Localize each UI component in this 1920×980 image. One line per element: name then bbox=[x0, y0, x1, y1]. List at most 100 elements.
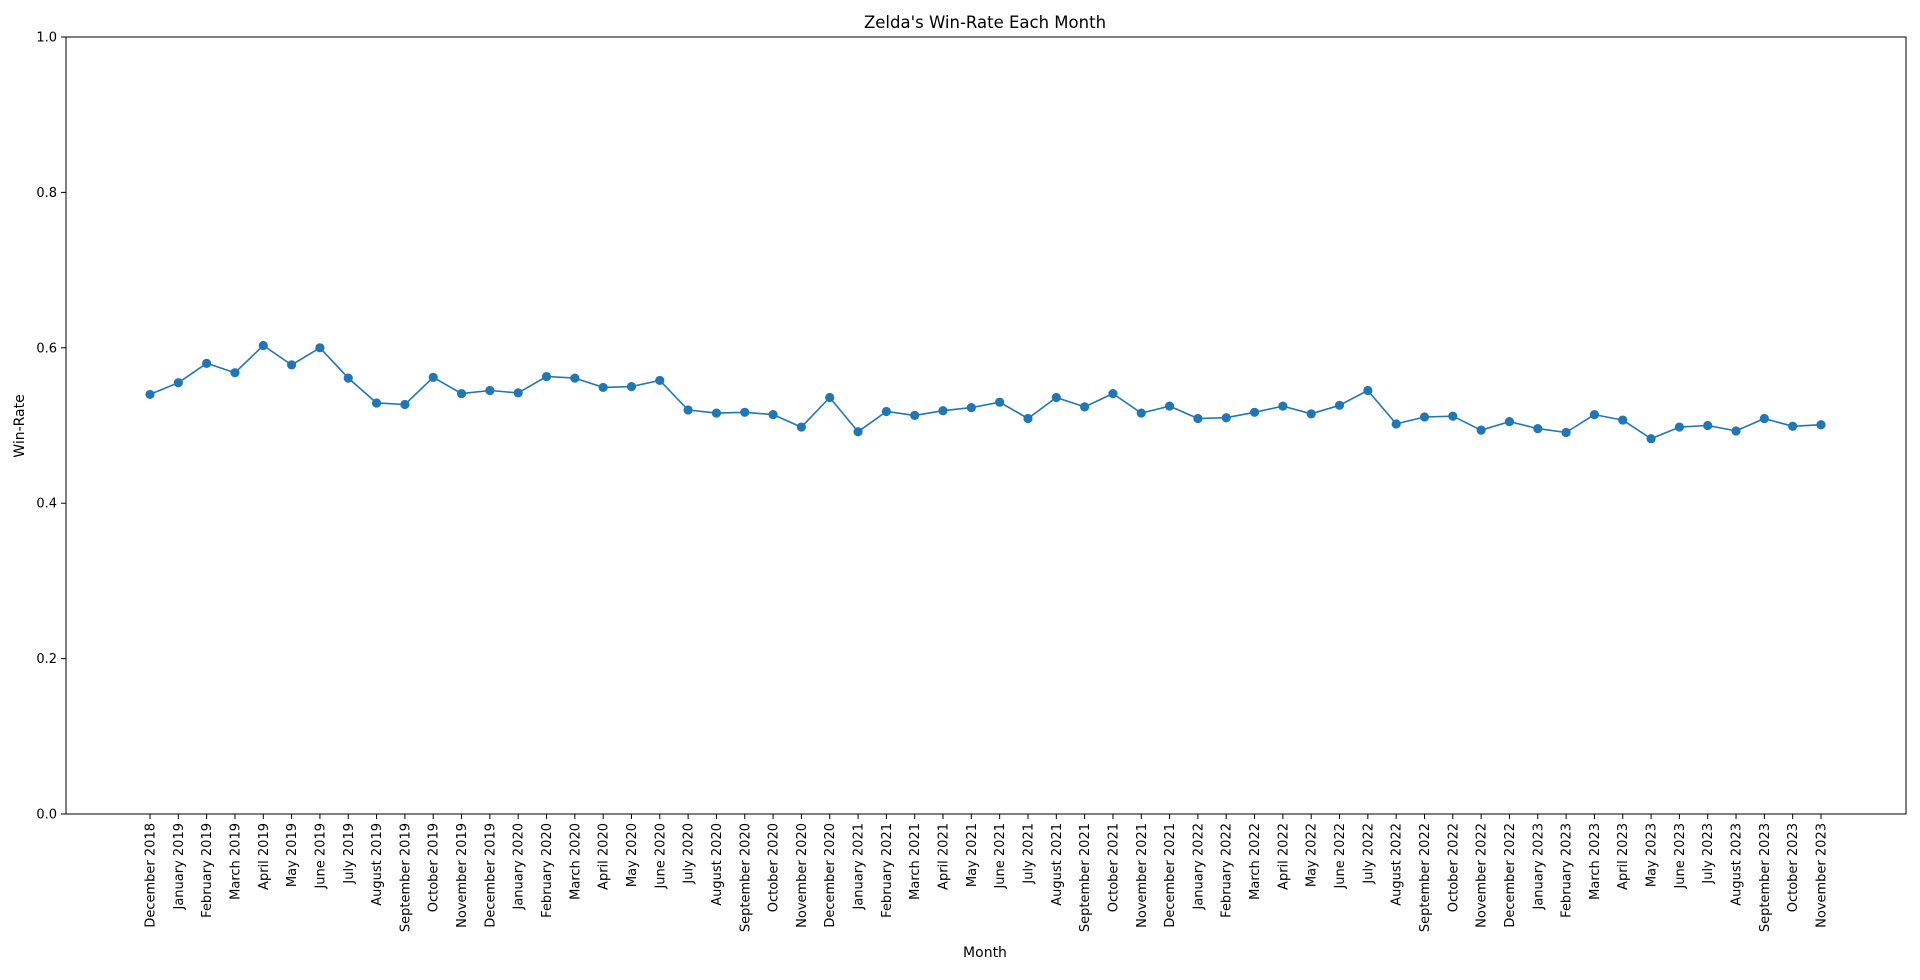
x-tick-label: December 2020 bbox=[823, 823, 838, 928]
data-point bbox=[853, 427, 863, 437]
x-tick-label: February 2022 bbox=[1220, 823, 1235, 918]
x-tick-label: July 2020 bbox=[682, 823, 697, 885]
data-point bbox=[287, 360, 297, 370]
x-tick-label: February 2023 bbox=[1560, 823, 1575, 918]
x-tick-label: February 2019 bbox=[200, 823, 215, 918]
x-tick-label: August 2020 bbox=[710, 823, 725, 906]
data-point bbox=[570, 373, 580, 383]
x-tick-label: October 2022 bbox=[1446, 823, 1461, 912]
x-tick-label: January 2020 bbox=[512, 823, 527, 911]
x-tick-label: May 2019 bbox=[285, 823, 300, 887]
x-tick-label: April 2020 bbox=[597, 823, 612, 890]
x-tick-label: December 2022 bbox=[1503, 823, 1518, 928]
data-point bbox=[655, 375, 665, 386]
data-point bbox=[1674, 422, 1684, 432]
x-tick-label: March 2023 bbox=[1588, 823, 1603, 900]
data-point bbox=[995, 397, 1005, 407]
data-point bbox=[1051, 392, 1061, 403]
x-tick-label: April 2021 bbox=[937, 823, 952, 890]
x-tick-label: July 2023 bbox=[1701, 823, 1716, 885]
x-tick-label: August 2022 bbox=[1390, 823, 1405, 906]
x-tick-label: October 2021 bbox=[1106, 823, 1121, 912]
data-point bbox=[1164, 401, 1175, 411]
data-point bbox=[1278, 401, 1288, 411]
x-tick-label: January 2022 bbox=[1191, 823, 1206, 911]
chart-labels: Zelda's Win-Rate Each Month Month Win-Ra… bbox=[12, 13, 1106, 961]
data-point bbox=[1816, 420, 1826, 430]
x-tick-label: October 2023 bbox=[1786, 823, 1801, 912]
x-tick-label: May 2020 bbox=[625, 823, 640, 887]
x-tick-label: April 2023 bbox=[1616, 823, 1631, 890]
x-tick-label: November 2019 bbox=[455, 823, 470, 928]
x-tick-label: May 2021 bbox=[965, 823, 980, 887]
data-point bbox=[938, 406, 948, 416]
data-point bbox=[1618, 415, 1628, 425]
data-point bbox=[711, 408, 722, 418]
data-point bbox=[371, 398, 382, 408]
axes: 0.0 0.2 0.4 0.6 0.8 1.0 December 2018 January 2… bbox=[36, 31, 1907, 932]
x-tick-label: July 2019 bbox=[342, 823, 357, 885]
y-tick-label: 0.4 bbox=[36, 497, 57, 512]
data-point bbox=[1363, 385, 1373, 396]
data-point bbox=[825, 392, 835, 403]
data-point bbox=[1476, 425, 1486, 435]
data-point bbox=[541, 371, 552, 382]
data-point bbox=[1731, 426, 1741, 436]
x-tick-label: February 2020 bbox=[540, 823, 555, 918]
x-axis-label: Month bbox=[963, 945, 1007, 961]
data-point bbox=[1533, 424, 1543, 434]
data-point bbox=[145, 389, 155, 400]
x-tick-label: January 2023 bbox=[1531, 823, 1546, 911]
data-point bbox=[1023, 413, 1033, 424]
data-point bbox=[1080, 402, 1090, 412]
x-tick-label: January 2019 bbox=[172, 823, 187, 911]
data-point bbox=[1646, 434, 1656, 444]
data-point bbox=[456, 389, 467, 399]
x-tick-label: June 2020 bbox=[653, 823, 668, 890]
x-tick-label: September 2020 bbox=[738, 823, 753, 932]
data-point bbox=[343, 373, 353, 383]
y-tick-label: 0.2 bbox=[36, 652, 57, 667]
x-tick-label: September 2022 bbox=[1418, 823, 1433, 932]
data-point bbox=[881, 406, 891, 417]
x-tick-label: July 2022 bbox=[1361, 823, 1376, 885]
data-point bbox=[1419, 412, 1430, 422]
data-point bbox=[258, 340, 268, 351]
data-point bbox=[315, 343, 325, 353]
data-point bbox=[1788, 421, 1798, 431]
x-tick-label: August 2019 bbox=[370, 823, 385, 906]
x-tick-label: April 2022 bbox=[1276, 823, 1291, 890]
data-point bbox=[1136, 408, 1146, 418]
data-point bbox=[485, 385, 495, 396]
x-tick-label: September 2019 bbox=[398, 823, 413, 932]
x-tick-label: April 2019 bbox=[257, 823, 272, 890]
x-tick-label: November 2021 bbox=[1135, 823, 1150, 928]
x-tick-label: June 2023 bbox=[1673, 823, 1688, 890]
series-line bbox=[149, 344, 1822, 440]
x-tick-label: November 2020 bbox=[795, 823, 810, 928]
x-tick-label: October 2020 bbox=[767, 823, 782, 912]
x-tick-label: March 2020 bbox=[568, 823, 583, 900]
data-point bbox=[1448, 411, 1458, 421]
data-point bbox=[513, 388, 523, 398]
plot-frame bbox=[65, 36, 1907, 815]
x-tick-label: September 2023 bbox=[1758, 823, 1773, 932]
x-tick-label: November 2022 bbox=[1475, 823, 1490, 928]
data-point bbox=[400, 399, 410, 410]
data-point bbox=[1193, 413, 1203, 424]
x-tick-label: June 2022 bbox=[1333, 823, 1348, 890]
data-point bbox=[683, 405, 693, 415]
data-point bbox=[626, 382, 637, 392]
data-point bbox=[1504, 417, 1515, 427]
y-tick-label: 0.0 bbox=[36, 808, 57, 823]
data-point bbox=[1221, 413, 1231, 423]
x-tick-label: August 2021 bbox=[1050, 823, 1065, 906]
data-point bbox=[230, 368, 240, 378]
chart-title: Zelda's Win-Rate Each Month bbox=[864, 13, 1106, 32]
x-tick-label: March 2021 bbox=[908, 823, 923, 900]
y-tick-label: 1.0 bbox=[36, 31, 57, 46]
x-tick-label: January 2021 bbox=[852, 823, 867, 911]
x-tick-label: December 2021 bbox=[1163, 823, 1178, 928]
